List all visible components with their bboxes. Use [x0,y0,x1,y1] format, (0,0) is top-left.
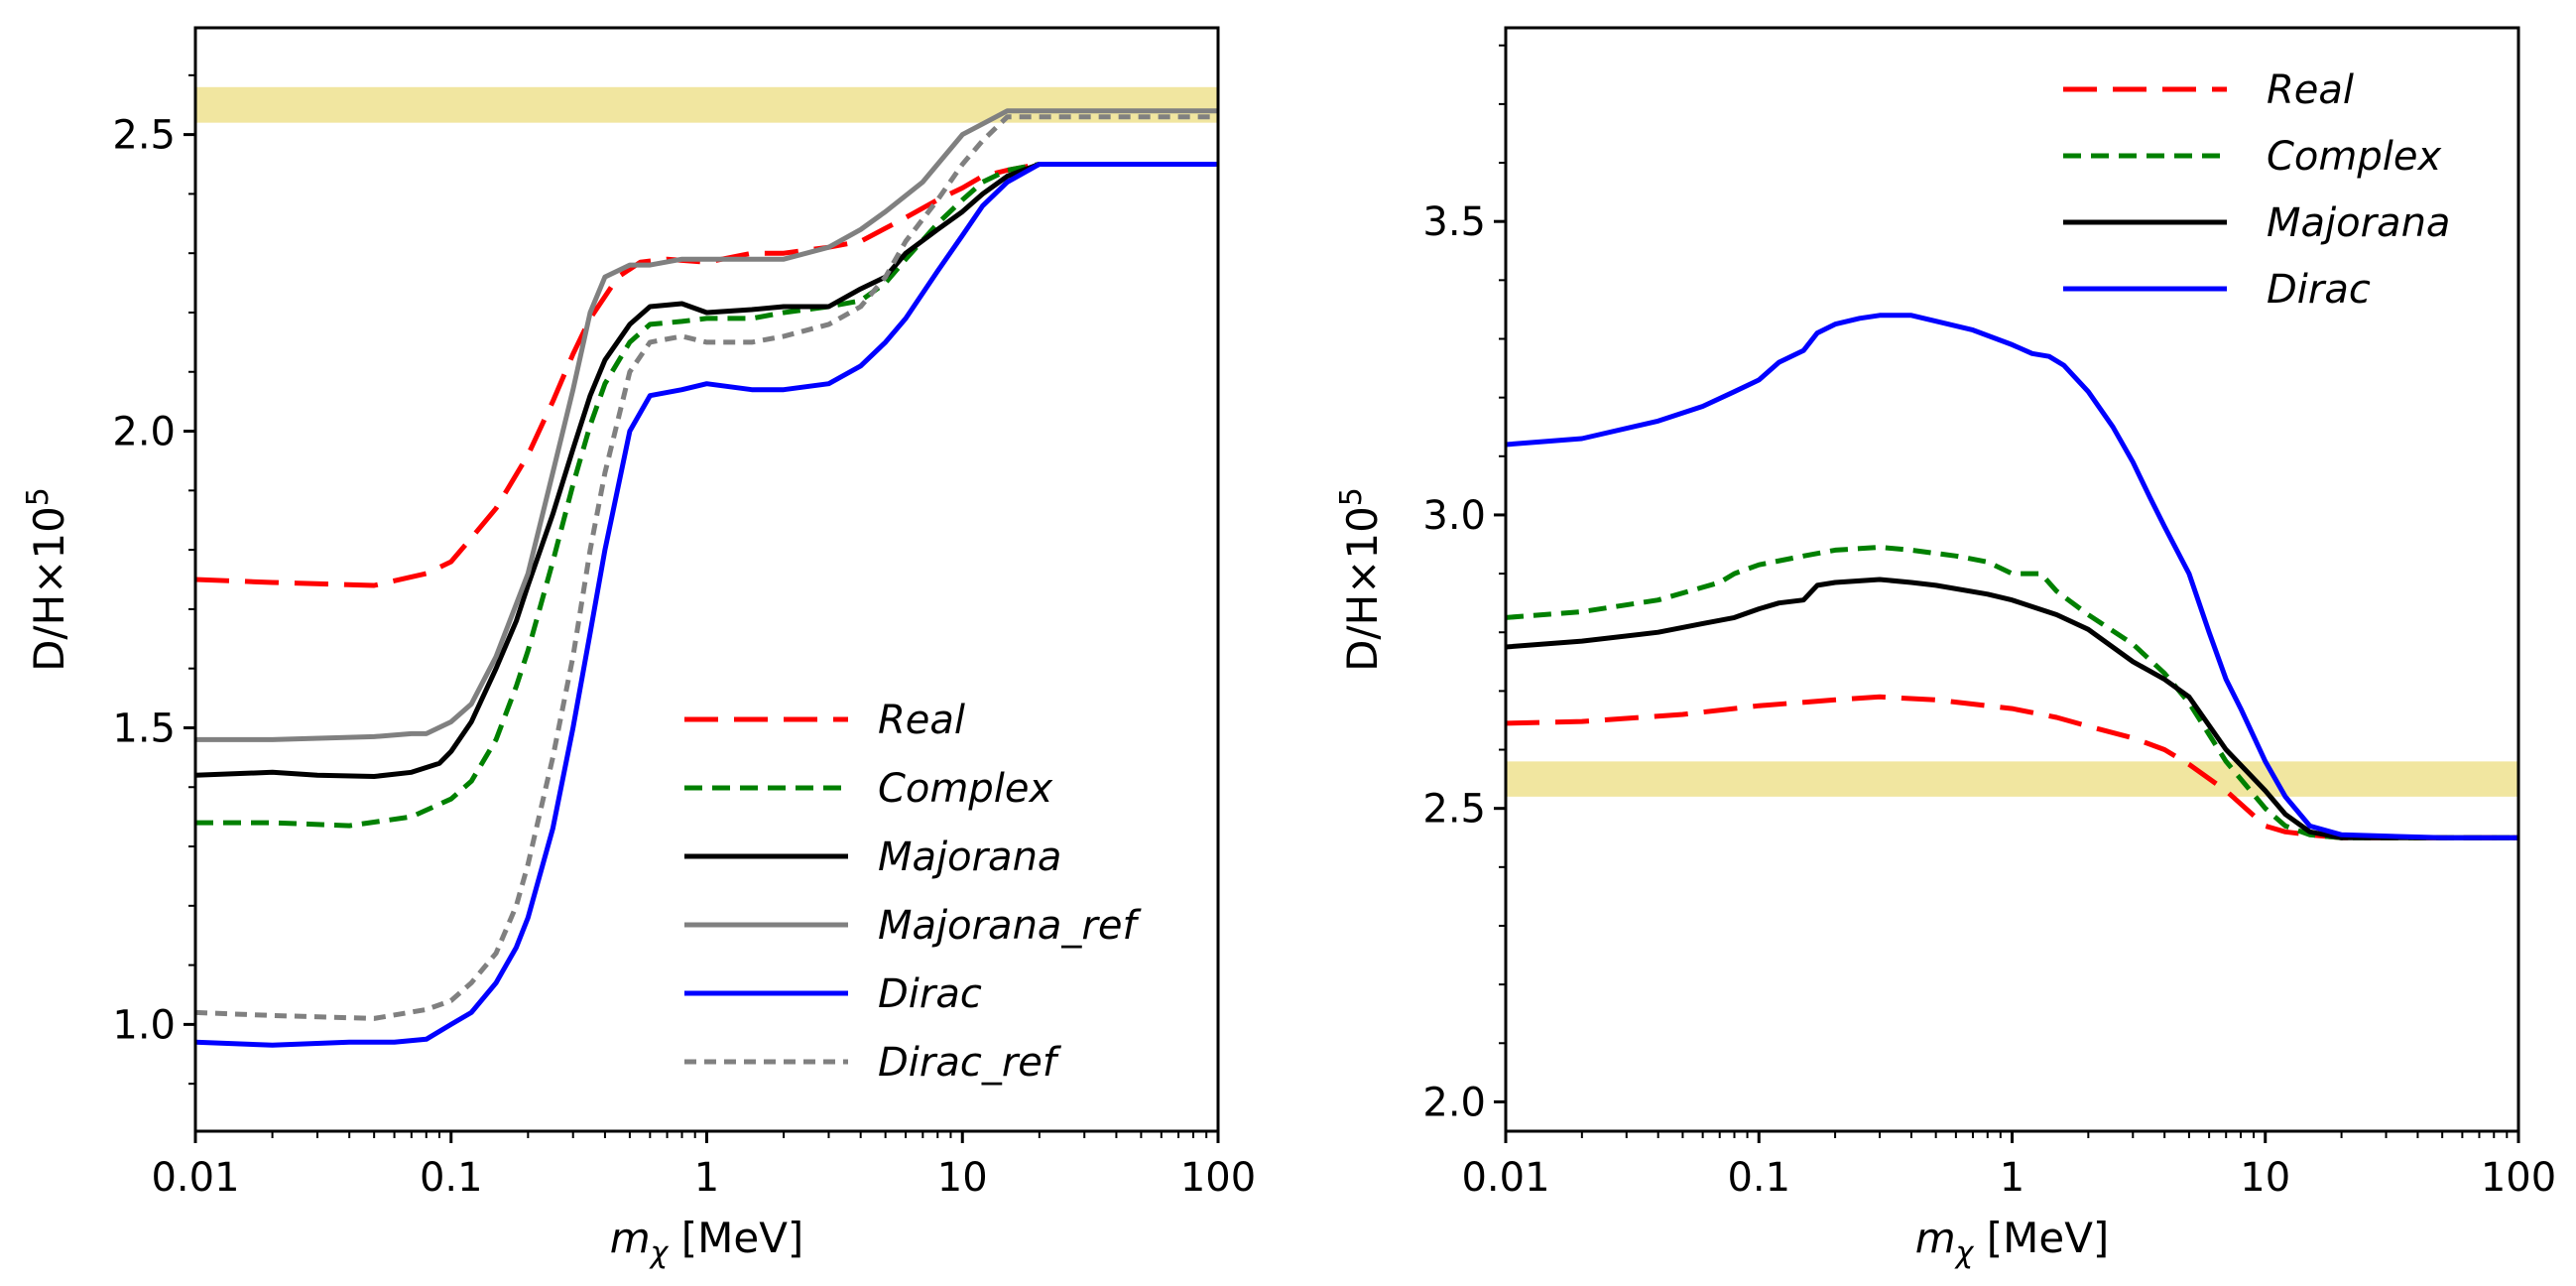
series-group [1506,313,2518,840]
series-line-dirac [195,162,1218,1048]
left-panel: 0.01 0.1 1 10 100 1.0 1.5 2.0 2.5 mχ [MeV] D/H×105… [21,26,1256,1270]
legend: Real Complex Majorana Dirac [2063,67,2450,313]
legend-label: Real [878,698,965,743]
legend-label: Majorana [2267,200,2450,246]
series-line-complex [1506,545,2518,840]
legend-label: Complex [2267,134,2441,180]
y-tick-label: 2.0 [1422,1080,1486,1125]
x-tick-label: 0.01 [151,1155,239,1201]
y-tick-label: 2.5 [112,113,176,159]
series-line-dirac-ref [195,114,1218,1021]
axes-frame [193,26,1220,1133]
series-group [195,108,1218,1048]
x-tick-label: 0.01 [1461,1155,1549,1201]
y-axis-label-base: D/H×10 [25,506,73,672]
series-line-complex [195,162,1218,829]
x-tick-label: 100 [2481,1155,2556,1201]
x-axis-label-symbol: m [610,1214,651,1262]
y-tick-label: 2.0 [112,410,176,455]
y-axis-label: D/H×105 [21,487,73,672]
x-axis-label-subscript: χ [649,1235,670,1270]
reference-band [1506,761,2518,797]
y-tick-label: 3.5 [1422,199,1486,245]
legend-label: Dirac [878,971,982,1017]
legend-label: Complex [878,766,1052,812]
x-axis-label-unit: [MeV] [668,1214,803,1262]
x-tick-label: 10 [2240,1155,2290,1201]
y-tick-label: 1.5 [112,706,176,751]
legend: Real Complex Majorana Majorana_ref Dirac Dira… [684,698,1142,1086]
legend-label: Majorana [878,835,1061,880]
x-tick-label: 1 [2000,1155,2024,1201]
x-axis-label-unit: [MeV] [1973,1214,2109,1262]
series-line-real [195,162,1218,588]
legend-label: Real [2267,67,2354,113]
series-line-majorana [1506,577,2518,840]
series-line-real [1506,694,2518,840]
x-tick-label: 100 [1180,1155,1256,1201]
y-axis-label-exponent: 5 [21,487,56,506]
x-tick-label: 0.1 [1727,1155,1790,1201]
series-line-dirac [1506,313,2518,840]
x-axis-label-symbol: m [1915,1214,1956,1262]
legend-label: Majorana_ref [878,903,1142,949]
legend-label: Dirac_ref [878,1040,1062,1086]
x-tick-label: 10 [937,1155,988,1201]
y-axis-label-exponent: 5 [1334,487,1369,506]
axes-frame [1504,26,2520,1133]
series-line-majorana-ref [195,108,1218,742]
x-axis-label-subscript: χ [1954,1235,1975,1270]
legend-label: Dirac [2267,267,2371,313]
series-line-majorana [195,162,1218,779]
x-tick-label: 1 [694,1155,719,1201]
y-tick-label: 1.0 [112,1002,176,1048]
x-axis-label: mχ [MeV] [610,1214,804,1270]
x-axis-label: mχ [MeV] [1915,1214,2110,1270]
x-tick-label: 0.1 [420,1155,483,1201]
y-axis-label-base: D/H×10 [1338,506,1387,672]
y-tick-label: 3.0 [1422,493,1486,539]
y-tick-label: 2.5 [1422,787,1486,833]
right-panel: 0.01 0.1 1 10 100 2.0 2.5 3.0 3.5 mχ [MeV] D/H×105… [1334,26,2556,1270]
y-axis-label: D/H×105 [1334,487,1387,672]
